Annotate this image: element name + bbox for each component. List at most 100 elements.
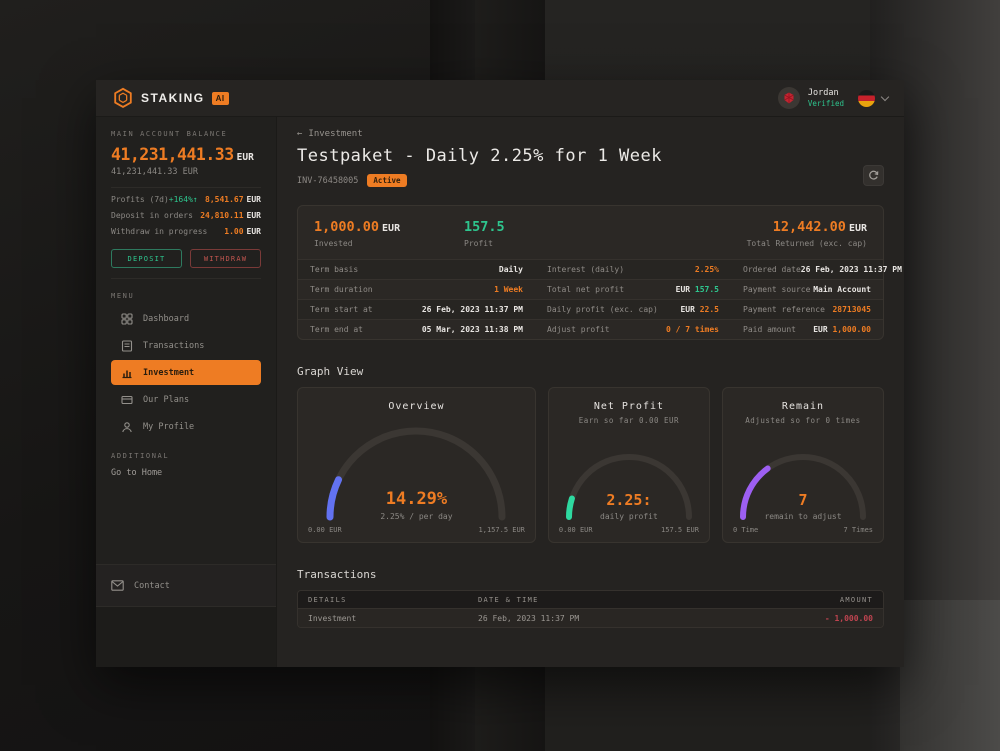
- table-row: Term start at 26 Feb, 2023 11:37 PM Daily…: [298, 299, 883, 319]
- profit-label: Profit: [464, 239, 493, 248]
- table-row: Term end at 05 Mar, 2023 11:38 PM Adjust …: [298, 319, 883, 339]
- detail-value: Daily: [498, 265, 523, 274]
- detail-label: Term start at: [310, 305, 373, 314]
- gauge-title: Overview: [388, 401, 445, 412]
- menu-section-label: MENU: [111, 292, 135, 300]
- gauge-value: 7: [798, 491, 808, 509]
- brand-name: STAKING: [141, 91, 205, 105]
- sidebar-item-our-plans[interactable]: Our Plans: [111, 387, 261, 412]
- detail-label: Daily profit (exc. cap): [547, 305, 658, 314]
- transaction-datetime: 26 Feb, 2023 11:37 PM: [478, 613, 580, 623]
- profit-delta: +164%↑: [168, 195, 198, 204]
- detail-value: 28713045: [832, 305, 871, 314]
- chevron-down-icon: [880, 92, 890, 101]
- graph-view-heading: Graph View: [297, 365, 364, 378]
- invested-value: 1,000.00: [314, 219, 380, 235]
- contact-label: Contact: [134, 580, 170, 591]
- language-selector[interactable]: [858, 89, 890, 107]
- detail-label: Paid amount: [743, 325, 796, 334]
- table-row: Term duration 1 Week Total net profit EUR …: [298, 279, 883, 299]
- contact-section: Contact: [96, 564, 276, 607]
- withdraw-progress-stat-row: Withdraw in progress 1.00 EUR: [111, 227, 261, 236]
- transactions-heading: Transactions: [297, 568, 377, 581]
- transaction-amount: - 1,000.00: [824, 613, 873, 623]
- stat-value: 8,541.67: [205, 195, 244, 204]
- gauge-title: Net Profit: [593, 401, 665, 412]
- sidebar-item-label: Dashboard: [143, 313, 190, 324]
- profits-stat-row: Profits (7d) +164%↑ 8,541.67 EUR: [111, 195, 261, 204]
- gauge-min-label: 0 Time: [732, 526, 759, 534]
- detail-value: 2.25%: [694, 265, 719, 274]
- invoice-number: INV-76458005: [297, 175, 359, 186]
- gauge-caption: 2.25% / per day: [380, 512, 453, 521]
- stat-value: 24,810.11: [200, 211, 244, 220]
- returned-label: Total Returned (exc. cap): [746, 239, 867, 248]
- semicircle-gauge: [326, 427, 506, 521]
- invested-stat: 1,000.00 EUR Invested: [314, 219, 464, 248]
- gauge-subtitle: Earn so far 0.00 EUR: [578, 416, 680, 425]
- avatar: [777, 87, 800, 109]
- net-profit-gauge-card: Net Profit Earn so far 0.00 EUR 2.25: da…: [547, 387, 710, 543]
- sidebar-item-my-profile[interactable]: My Profile: [111, 414, 261, 439]
- transaction-row[interactable]: Investment 26 Feb, 2023 11:37 PM - 1,000…: [298, 608, 883, 627]
- app-window: STAKING AI Jordan Verified: [96, 80, 904, 667]
- detail-value: 1 Week: [494, 285, 523, 294]
- currency-prefix: EUR: [813, 325, 833, 334]
- user-verified-status: Verified: [807, 99, 844, 109]
- gauge-max-label: 7 Times: [843, 526, 874, 534]
- stat-currency: EUR: [246, 227, 261, 236]
- main-balance-amount: 41,231,441.33: [111, 145, 234, 164]
- semicircle-gauge: [565, 454, 692, 520]
- bar-chart-icon: [122, 370, 132, 378]
- term-details-table: Term basis Daily Interest (daily) 2.25% Or…: [298, 259, 902, 339]
- detail-value: 26 Feb, 2023 11:37 PM: [800, 265, 902, 274]
- investment-summary-card: 1,000.00 EUR Invested 157.5 Profit 12,442…: [297, 205, 902, 340]
- semicircle-gauge: [739, 454, 866, 520]
- stat-label: Withdraw in progress: [111, 227, 208, 236]
- gem-icon: [784, 92, 794, 104]
- detail-value: 0 / 7 times: [666, 325, 719, 334]
- detail-label: Ordered date: [743, 265, 801, 274]
- sidebar: MAIN ACCOUNT BALANCE 41,231,441.33 EUR 41…: [96, 117, 277, 667]
- remain-gauge-card: Remain Adjusted so for 0 times 7 remain …: [721, 387, 885, 543]
- dashboard-grid-icon: [121, 312, 133, 325]
- deposit-orders-stat-row: Deposit in orders 24,810.11 EUR: [111, 211, 261, 220]
- wallet-icon: [121, 395, 133, 404]
- detail-label: Term end at: [310, 325, 363, 334]
- table-row: Term basis Daily Interest (daily) 2.25% Or…: [298, 259, 902, 279]
- deposit-button[interactable]: DEPOSIT: [111, 249, 182, 268]
- returned-value: 12,442.00: [772, 219, 846, 235]
- currency-prefix: EUR: [675, 285, 695, 294]
- sidebar-item-investment[interactable]: Investment: [111, 360, 261, 385]
- gauge-value: 2.25:: [606, 491, 652, 509]
- stat-label: Profits (7d): [111, 195, 169, 204]
- user-profile-chip[interactable]: Jordan Verified: [777, 87, 844, 109]
- main-content: ← Investment Testpaket - Daily 2.25% for…: [277, 117, 904, 667]
- envelope-icon: [111, 580, 124, 591]
- sidebar-footer: [96, 607, 276, 667]
- refresh-button[interactable]: [863, 165, 884, 186]
- stat-value: 1.00: [224, 227, 244, 236]
- gauge-caption: remain to adjust: [764, 512, 842, 521]
- transaction-details: Investment: [308, 613, 357, 623]
- german-flag-icon: [858, 89, 875, 107]
- withdraw-button[interactable]: WITHDRAW: [190, 249, 261, 268]
- gauge-title: Remain: [781, 401, 825, 412]
- go-to-home-link[interactable]: Go to Home: [111, 468, 163, 478]
- sidebar-item-transactions[interactable]: Transactions: [111, 333, 261, 358]
- sidebar-item-label: Transactions: [143, 340, 205, 351]
- gauge-value: 14.29%: [385, 489, 448, 509]
- gauge-caption: daily profit: [600, 512, 658, 521]
- detail-label: Term basis: [310, 265, 359, 274]
- gauge-min-label: 0.00 EUR: [558, 526, 593, 534]
- invested-label: Invested: [314, 239, 353, 248]
- breadcrumb-back[interactable]: ← Investment: [297, 129, 884, 139]
- background-panel: [900, 600, 1000, 751]
- detail-value: 1,000.00: [832, 325, 871, 334]
- detail-label: Adjust profit: [547, 325, 610, 334]
- gauge-min-label: 0.00 EUR: [308, 526, 342, 534]
- divider: [111, 278, 261, 279]
- contact-link[interactable]: Contact: [111, 580, 261, 591]
- sidebar-item-dashboard[interactable]: Dashboard: [111, 306, 261, 331]
- detail-value: Main Account: [813, 285, 871, 294]
